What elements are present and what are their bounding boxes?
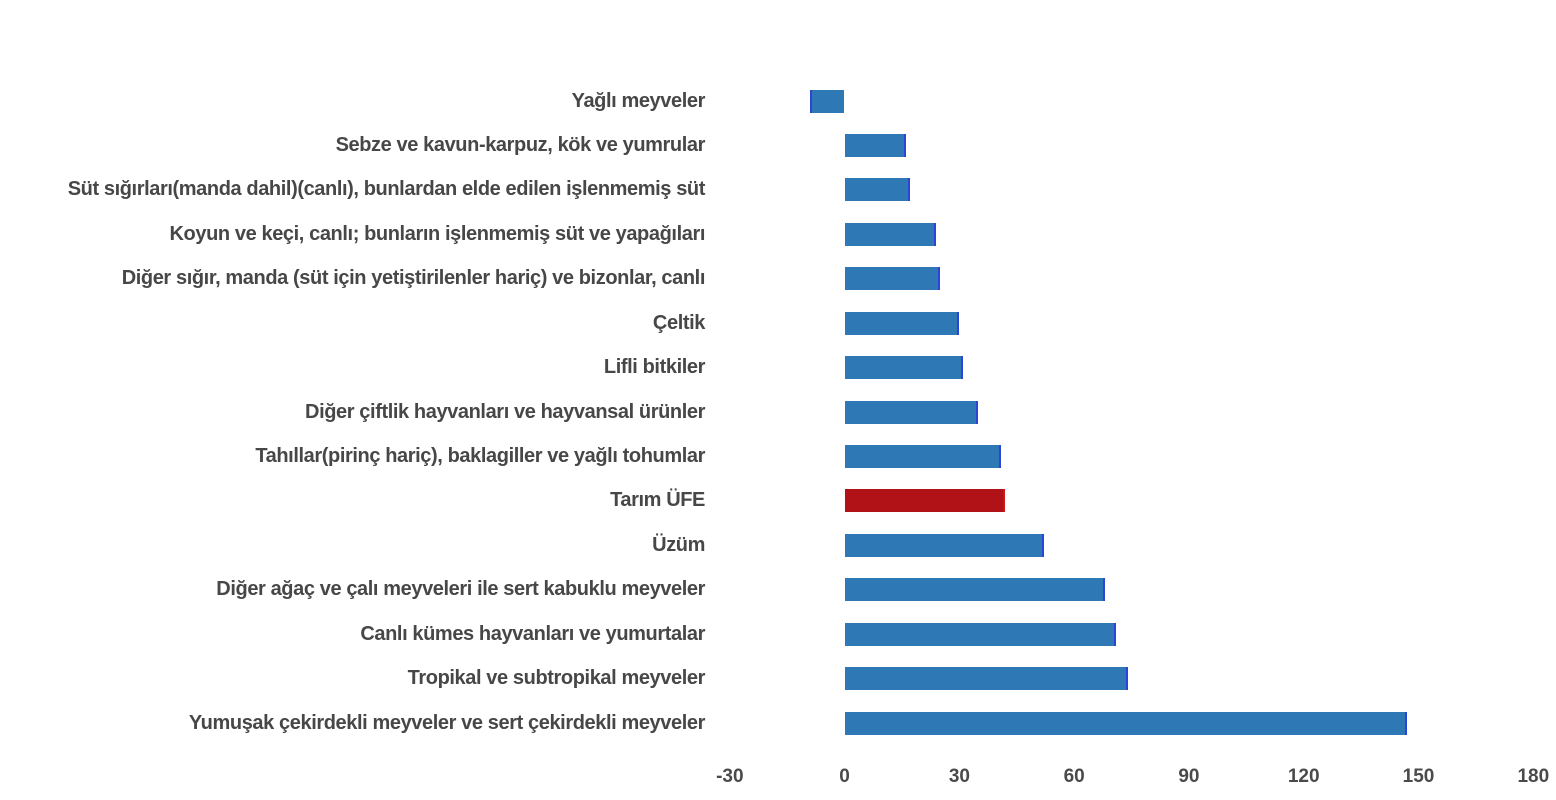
bar (844, 622, 1117, 646)
bar (844, 444, 1002, 468)
chart-row: Sebze ve kavun-karpuz, kök ve yumrular (0, 133, 1556, 157)
chart-row: Süt sığırları(manda dahil)(canlı), bunla… (0, 178, 1556, 202)
chart-row: Yumuşak çekirdekli meyveler ve sert çeki… (0, 711, 1556, 735)
bar (844, 267, 941, 291)
chart-row: Diğer sığır, manda (süt için yetiştirile… (0, 267, 1556, 291)
category-label: Sebze ve kavun-karpuz, kök ve yumrular (335, 133, 706, 156)
bar (844, 711, 1408, 735)
category-label: Yağlı meyveler (571, 89, 706, 112)
category-label: Tarım ÜFE (610, 489, 705, 512)
x-tick-label: 0 (839, 766, 850, 787)
bar (844, 578, 1105, 602)
category-label: Üzüm (652, 533, 705, 556)
bar (844, 133, 906, 157)
category-label: Süt sığırları(manda dahil)(canlı), bunla… (67, 178, 706, 201)
category-label: Yumuşak çekirdekli meyveler ve sert çeki… (188, 711, 706, 734)
bar (844, 311, 960, 335)
x-tick-label: -30 (716, 766, 744, 787)
x-tick-label: 90 (1178, 766, 1200, 787)
x-tick-label: 120 (1287, 766, 1320, 787)
category-label: Diğer ağaç ve çalı meyveleri ile sert ka… (216, 578, 705, 601)
chart-row: Diğer çiftlik hayvanları ve hayvansal ür… (0, 400, 1556, 424)
chart-row: Yağlı meyveler (0, 89, 1556, 113)
chart-row: Üzüm (0, 533, 1556, 557)
chart-row: Koyun ve keçi, canlı; bunların işlenmemi… (0, 222, 1556, 246)
bar (844, 356, 964, 380)
bar (844, 222, 937, 246)
bar (844, 178, 910, 202)
chart-row: Lifli bitkiler (0, 356, 1556, 380)
category-label: Diğer çiftlik hayvanları ve hayvansal ür… (305, 400, 705, 423)
category-label: Diğer sığır, manda (süt için yetiştirile… (121, 267, 706, 290)
category-label: Tahıllar(pirinç hariç), baklagiller ve y… (255, 444, 705, 467)
bar (844, 400, 979, 424)
highlight-bar (844, 489, 1006, 513)
bar (844, 533, 1044, 557)
chart-row: Tropikal ve subtropikal meyveler (0, 667, 1556, 691)
chart-row: Tarım ÜFE (0, 489, 1556, 513)
chart-row: Çeltik (0, 311, 1556, 335)
category-label: Koyun ve keçi, canlı; bunların işlenmemi… (169, 222, 706, 245)
bar (844, 667, 1128, 691)
category-label: Çeltik (652, 311, 705, 334)
chart-row: Canlı kümes hayvanları ve yumurtalar (0, 622, 1556, 646)
category-label: Lifli bitkiler (603, 356, 705, 379)
x-tick-label: 180 (1517, 766, 1550, 787)
category-label: Tropikal ve subtropikal meyveler (407, 667, 706, 690)
x-tick-label: 150 (1402, 766, 1435, 787)
category-label: Canlı kümes hayvanları ve yumurtalar (360, 622, 705, 645)
chart-row: Tahıllar(pirinç hariç), baklagiller ve y… (0, 444, 1556, 468)
x-tick-label: 30 (948, 766, 970, 787)
x-tick-label: 60 (1063, 766, 1085, 787)
bar (810, 89, 845, 113)
chart-row: Diğer ağaç ve çalı meyveleri ile sert ka… (0, 578, 1556, 602)
